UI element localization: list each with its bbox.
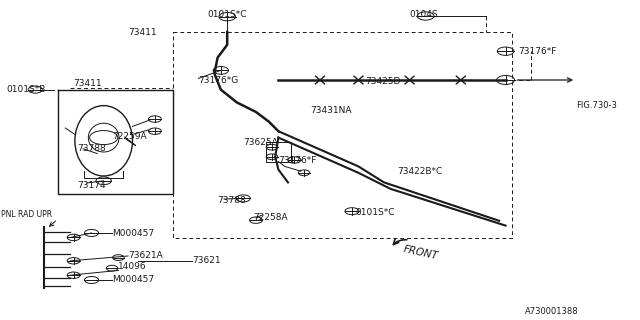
Text: 72258A: 72258A — [253, 213, 287, 222]
Text: 73625A: 73625A — [243, 138, 278, 147]
Text: 73176*G: 73176*G — [198, 76, 239, 84]
Text: FRONT: FRONT — [402, 244, 439, 261]
Text: 73411: 73411 — [74, 79, 102, 88]
Text: A730001388: A730001388 — [525, 308, 579, 316]
Text: 0101S*C: 0101S*C — [355, 208, 395, 217]
Text: 0104S: 0104S — [410, 10, 438, 19]
Text: M000457: M000457 — [112, 229, 154, 238]
Text: 73621: 73621 — [192, 256, 221, 265]
Text: 73174: 73174 — [77, 181, 106, 190]
Text: 73176*F: 73176*F — [278, 156, 317, 164]
Text: FIG.730-3: FIG.730-3 — [576, 101, 617, 110]
Text: M000457: M000457 — [112, 276, 154, 284]
Text: 0101S*B: 0101S*B — [6, 85, 46, 94]
Text: 14096: 14096 — [118, 262, 147, 271]
Text: 0101S*C: 0101S*C — [207, 10, 247, 19]
Text: 73422B*C: 73422B*C — [397, 167, 442, 176]
Text: 73431NA: 73431NA — [310, 106, 352, 115]
Text: 73176*F: 73176*F — [518, 47, 557, 56]
Text: 73788: 73788 — [77, 144, 106, 153]
Text: 73425D: 73425D — [365, 77, 400, 86]
Text: 73411: 73411 — [128, 28, 157, 36]
Text: 72259A: 72259A — [112, 132, 147, 140]
Text: PNL RAD UPR: PNL RAD UPR — [1, 210, 52, 219]
Text: 73788: 73788 — [218, 196, 246, 204]
Text: 73621A: 73621A — [128, 252, 163, 260]
